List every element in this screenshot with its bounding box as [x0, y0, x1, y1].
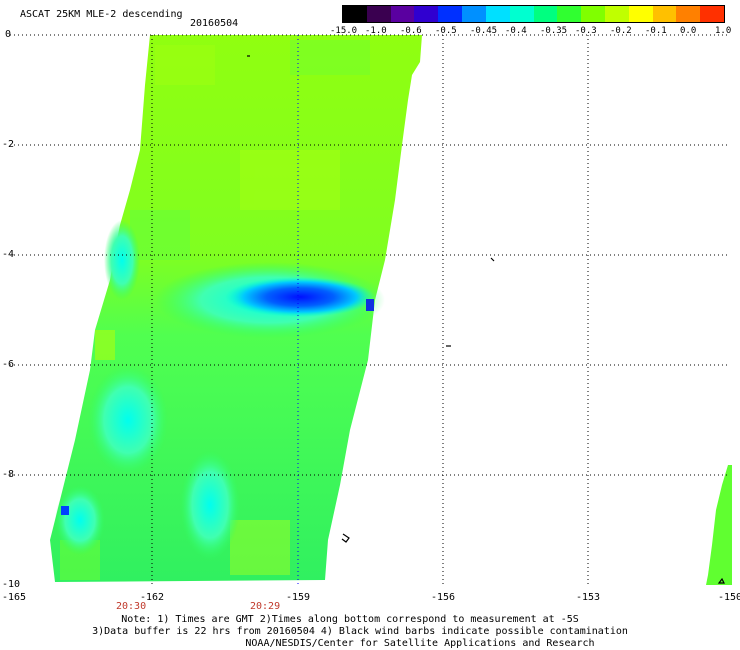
colorbar-segment [366, 6, 391, 22]
time-label-1: 20:30 [116, 601, 147, 612]
blue-pixel-east [366, 299, 374, 311]
y-tick-minus10: -10 [2, 579, 21, 590]
colorbar-segment [700, 6, 724, 22]
colorbar [342, 5, 725, 23]
colorbar-segment [462, 6, 486, 22]
low-region-cyan-upper [104, 220, 140, 300]
low-region-cyan-west [55, 485, 105, 555]
colorbar-segment [676, 6, 701, 22]
low-region-cyan-left [88, 365, 168, 475]
colorbar-segment [557, 6, 582, 22]
y-tick-minus6: -6 [2, 359, 15, 370]
wind-barbs [247, 55, 725, 584]
note-line-2: 3)Data buffer is 22 hrs from 20160504 4)… [92, 626, 628, 637]
blue-pixel-west [61, 506, 69, 515]
colorbar-label: 0.0 [680, 26, 697, 36]
colorbar-segment [509, 6, 534, 22]
colorbar-label: -1.0 [365, 26, 387, 36]
satellite-swath-right [706, 465, 732, 585]
colorbar-label: -0.3 [575, 26, 597, 36]
low-region-blue-core [225, 277, 375, 317]
colorbar-label: 1.0 [715, 26, 732, 36]
colorbar-label: -0.5 [435, 26, 457, 36]
note-line-3: NOAA/NESDIS/Center for Satellite Applica… [245, 638, 595, 649]
grid-lines [10, 34, 730, 585]
colorbar-segment [343, 6, 367, 22]
colorbar-segment [414, 6, 439, 22]
colorbar-segment [533, 6, 558, 22]
colorbar-segment [438, 6, 463, 22]
x-tick-minus156: -156 [431, 592, 456, 603]
colorbar-segment [485, 6, 510, 22]
colorbar-label: -0.4 [505, 26, 527, 36]
time-label-2: 20:29 [250, 601, 281, 612]
colorbar-segment [628, 6, 653, 22]
colorbar-label: -15.0 [330, 26, 358, 36]
swath-texture [60, 40, 370, 580]
colorbar-segment [652, 6, 677, 22]
page-date: 20160504 [190, 18, 239, 29]
x-tick-minus150: -150 [718, 592, 740, 603]
colorbar-label: -0.35 [540, 26, 568, 36]
y-tick-minus2: -2 [2, 139, 15, 150]
colorbar-label: -0.45 [470, 26, 498, 36]
low-region-cyan-bottom [180, 450, 240, 560]
colorbar-label: -0.6 [400, 26, 422, 36]
note-line-1: Note: 1) Times are GMT 2)Times along bot… [121, 614, 579, 625]
x-tick-minus153: -153 [576, 592, 601, 603]
colorbar-segment [390, 6, 415, 22]
colorbar-label: -0.2 [610, 26, 632, 36]
x-tick-minus165: -165 [2, 592, 27, 603]
page-title: ASCAT 25KM MLE-2 descending [20, 9, 183, 20]
y-tick-0: 0 [5, 29, 12, 40]
colorbar-label: -0.1 [645, 26, 667, 36]
y-tick-minus4: -4 [2, 249, 15, 260]
x-tick-minus159: -159 [286, 592, 311, 603]
x-tick-minus162: -162 [140, 592, 165, 603]
colorbar-segment [581, 6, 605, 22]
y-tick-minus8: -8 [2, 469, 15, 480]
colorbar-segment [604, 6, 629, 22]
